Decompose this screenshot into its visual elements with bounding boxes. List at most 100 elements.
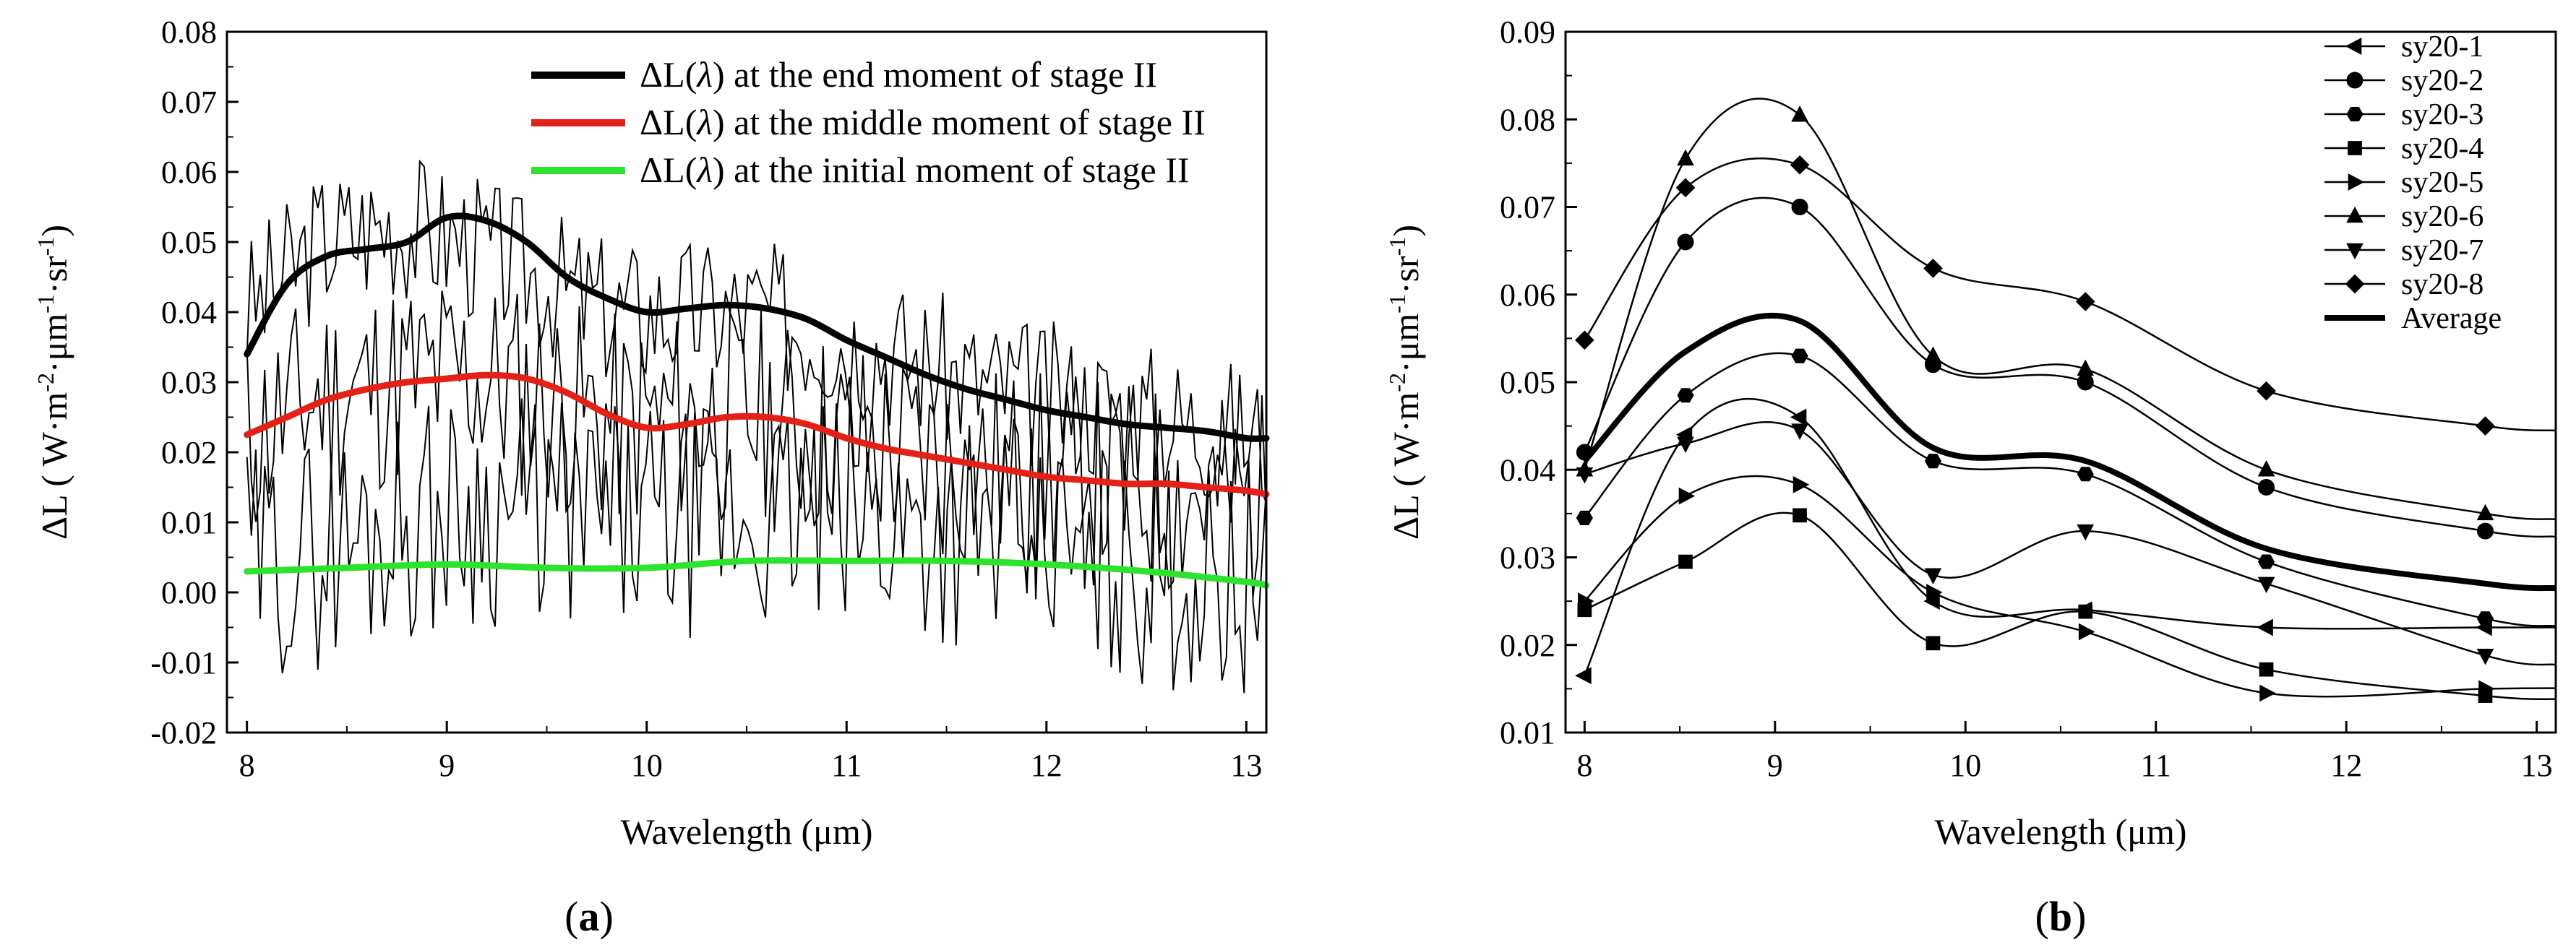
legend-label-initial: ΔL(λ) at the initial moment of stage II <box>640 150 1190 190</box>
panel-b-point-sy20-4 <box>2078 604 2093 619</box>
legend-label-Average: Average <box>2401 302 2502 335</box>
panel-a-y-tick-label: 0.06 <box>161 155 217 190</box>
panel-b-point-sy20-2 <box>2477 522 2494 540</box>
panel-a-y-tick-label: 0.00 <box>161 575 217 610</box>
panel-b-point-sy20-4 <box>1678 554 1693 569</box>
panel-b-x-tick-label: 12 <box>2330 748 2362 783</box>
panel-b-x-tick-label: 11 <box>2141 748 2171 783</box>
panel-a-x-tick-label: 11 <box>831 748 862 783</box>
panel-b-legend: sy20-1sy20-2sy20-3sy20-4sy20-5sy20-6sy20… <box>2324 30 2502 335</box>
panel-b-point-sy20-2 <box>1677 233 1694 251</box>
panel-b-y-tick-label: 0.01 <box>1500 715 1555 751</box>
panel-b-point-sy20-5 <box>1678 487 1696 505</box>
panel-b-point-sy20-7 <box>2077 524 2095 541</box>
panel-b-point-sy20-5 <box>1926 584 1943 601</box>
legend-marker-sy20-5 <box>2348 173 2365 191</box>
panel-b-point-sy20-3 <box>2476 611 2494 626</box>
panel-a-y-tick-label: 0.02 <box>161 435 217 470</box>
panel-b-x-tick-label: 10 <box>1949 748 1981 783</box>
legend-marker-sy20-6 <box>2346 206 2364 223</box>
panel-a-y-tick-label: -0.02 <box>150 715 217 751</box>
panel-b-series-sy20-5 <box>1584 475 2556 698</box>
panel-b-x-axis: 8 9 10 11 12 13 <box>1576 721 2553 783</box>
panel-a-y-tick-label: 0.07 <box>161 85 217 120</box>
panel-b-y-tick-label: 0.08 <box>1500 102 1555 137</box>
panel-b-point-sy20-1 <box>1575 667 1592 685</box>
panel-a-x-tick-label: 9 <box>439 748 455 783</box>
panel-b-point-sy20-8 <box>2476 416 2495 436</box>
legend-label-end: ΔL(λ) at the end moment of stage II <box>640 54 1157 95</box>
legend-label-sy20-4: sy20-4 <box>2401 132 2483 165</box>
legend-marker-sy20-8 <box>2345 274 2365 294</box>
panel-b-point-sy20-7 <box>1791 423 1808 440</box>
panel-b-series-sy20-3 <box>1584 352 2556 627</box>
panel-b-x-tick-label: 13 <box>2521 748 2553 783</box>
panel-b-point-sy20-6 <box>2257 460 2275 477</box>
panel-b-point-sy20-5 <box>1793 476 1810 493</box>
panel-b-point-sy20-4 <box>2259 662 2274 677</box>
panel-b-point-sy20-3 <box>1576 510 1593 525</box>
legend-marker-sy20-7 <box>2346 243 2364 260</box>
panel-b-point-sy20-7 <box>1924 568 1942 584</box>
panel-b-point-sy20-2 <box>2077 373 2094 391</box>
panel-a-raw-trace <box>246 398 1267 694</box>
legend-marker-sy20-1 <box>2345 38 2362 55</box>
panel-b-point-sy20-4 <box>1793 508 1807 523</box>
panel-b-point-sy20-6 <box>1924 346 1942 363</box>
panel-a: 8 9 10 11 12 13 -0.02 -0.01 0.00 0.01 0.02 0.03 0.0… <box>33 14 1270 940</box>
panel-b-y-axis-label: ΔL ( W·m-2·μm-1·sr-1) <box>1384 225 1426 540</box>
panel-a-y-tick-label: 0.05 <box>161 225 217 260</box>
panel-b-point-sy20-8 <box>1923 259 1943 278</box>
legend-marker-sy20-2 <box>2346 72 2364 89</box>
legend-label-sy20-8: sy20-8 <box>2401 268 2483 301</box>
panel-b-point-sy20-5 <box>2078 623 2095 641</box>
panel-b-point-sy20-8 <box>1574 330 1594 350</box>
panel-a-x-tick-label: 13 <box>1230 748 1262 783</box>
panel-a-x-axis-label: Wavelength (μm) <box>620 811 872 852</box>
panel-b-x-tick-label: 9 <box>1767 748 1783 783</box>
panel-b-y-tick-label: 0.09 <box>1500 14 1555 50</box>
panel-b-point-sy20-8 <box>1790 155 1810 175</box>
panel-b-y-tick-label: 0.04 <box>1500 452 1555 488</box>
panel-b-point-sy20-8 <box>1675 178 1696 198</box>
panel-a-x-tick-label: 8 <box>239 748 255 783</box>
panel-b-x-axis-label: Wavelength (μm) <box>1934 811 2186 852</box>
panel-b-point-sy20-6 <box>1677 149 1694 166</box>
legend-label-sy20-6: sy20-6 <box>2401 200 2483 233</box>
panel-b-y-tick-label: 0.02 <box>1500 628 1555 663</box>
panel-a-series-end <box>244 212 1270 442</box>
panel-a-x-axis: 8 9 10 11 12 13 <box>239 721 1262 783</box>
panel-b-point-sy20-3 <box>1677 388 1694 403</box>
panel-b-point-sy20-3 <box>2257 554 2275 569</box>
panel-a-series-initial <box>244 557 1270 589</box>
panel-a-y-tick-label: 0.08 <box>161 14 217 50</box>
legend-label-sy20-1: sy20-1 <box>2401 30 2483 64</box>
panel-b-point-sy20-1 <box>2257 618 2273 636</box>
panel-a-y-axis-label: ΔL ( W·m-2·μm-1·sr-1) <box>33 225 74 540</box>
panel-b-point-sy20-7 <box>2257 577 2275 594</box>
panel-b-point-sy20-4 <box>1925 636 1941 651</box>
panel-b-point-sy20-7 <box>1677 436 1694 454</box>
panel-b-y-tick-label: 0.05 <box>1500 365 1555 400</box>
panel-b-point-sy20-7 <box>2476 649 2494 665</box>
panel-b-point-sy20-1 <box>1790 408 1807 426</box>
panel-b-label: (b) <box>2035 893 2087 940</box>
panel-a-y-axis: -0.02 -0.01 0.00 0.01 0.02 0.03 0.04 0.05 0.06 0.… <box>150 14 239 751</box>
panel-b-point-sy20-6 <box>2476 504 2494 521</box>
panel-b-point-sy20-3 <box>1924 454 1942 469</box>
panel-b: 8 9 10 11 12 13 0.010.020.030.040.050.060.070… <box>1384 14 2557 940</box>
panel-b-point-sy20-8 <box>2257 381 2276 401</box>
panel-a-legend: ΔL(λ) at the end moment of stage II ΔL(λ… <box>531 54 1206 190</box>
panel-b-series-Average <box>1582 312 2556 592</box>
legend-label-sy20-2: sy20-2 <box>2401 64 2483 98</box>
panel-a-raw-trace <box>246 290 1267 597</box>
panel-b-point-sy20-5 <box>1578 592 1594 610</box>
panel-a-label: (a) <box>564 893 614 940</box>
legend-label-middle: ΔL(λ) at the middle moment of stage II <box>640 102 1206 142</box>
panel-a-y-tick-label: 0.04 <box>161 295 217 330</box>
panel-b-series-sy20-1 <box>1584 398 2556 676</box>
panel-b-point-sy20-6 <box>2077 359 2095 376</box>
panel-b-y-tick-label: 0.06 <box>1500 277 1555 313</box>
panel-b-point-sy20-8 <box>2075 292 2095 311</box>
